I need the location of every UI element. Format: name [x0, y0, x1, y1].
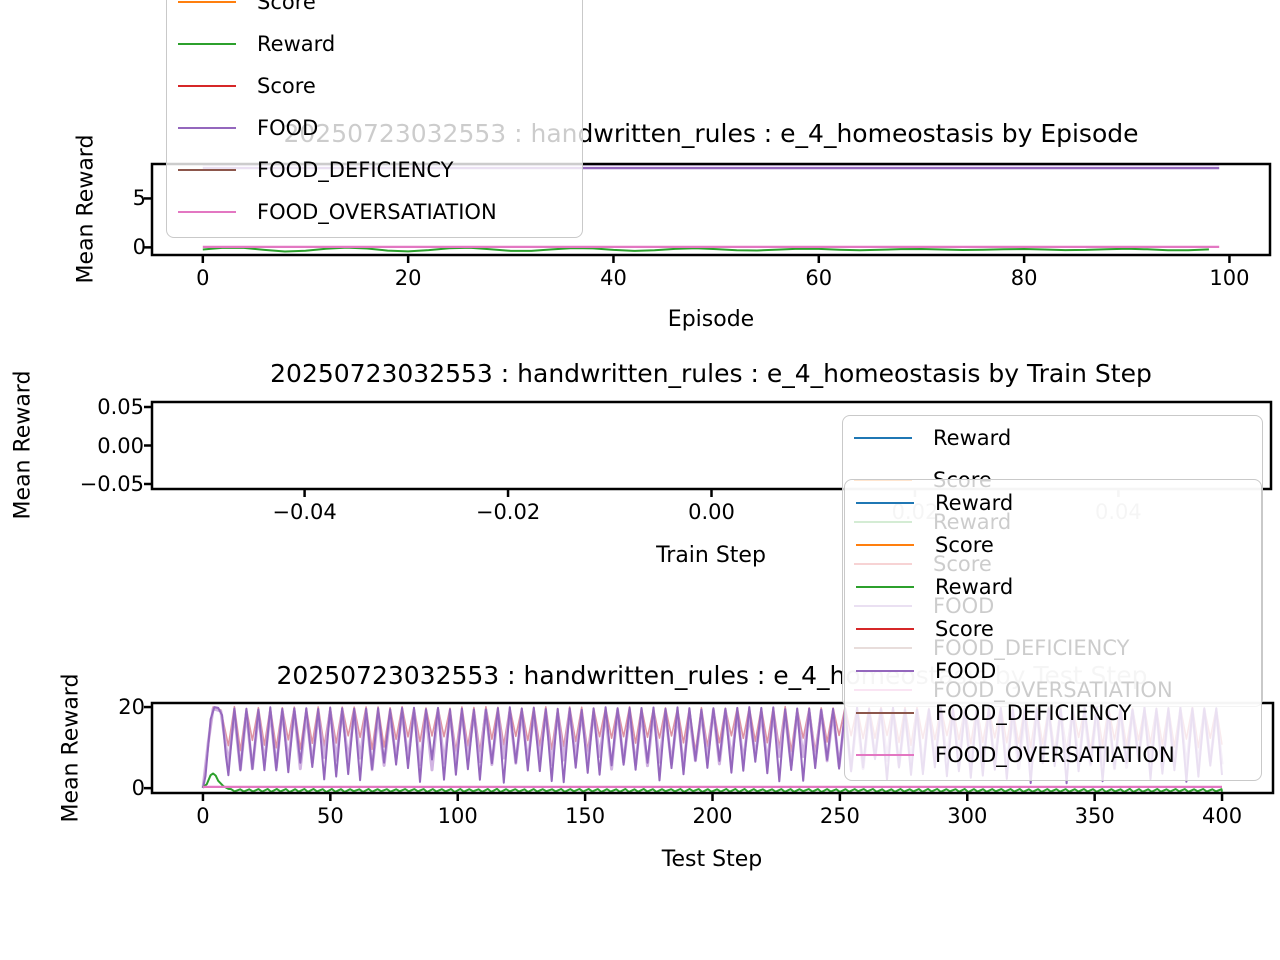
x-tick-label: 20 — [394, 266, 422, 290]
x-tick-label: 400 — [1201, 804, 1243, 828]
legend-item: FOOD_OVERSATIATION — [167, 191, 582, 233]
axes-spines-0 — [150, 162, 1272, 257]
legend-item-label: Score — [935, 533, 994, 557]
legend-line-swatch — [856, 670, 914, 672]
x-tick-label: 80 — [1010, 266, 1038, 290]
legend-item: Score — [845, 524, 1261, 566]
legend-item-label: Reward — [257, 32, 336, 56]
legend-item-label: Score — [935, 617, 994, 641]
x-tick-label: 0 — [196, 804, 210, 828]
legend-line-swatch — [856, 544, 914, 546]
legend-item: Reward — [843, 417, 1262, 459]
x-tick-label: 60 — [805, 266, 833, 290]
legend-line-swatch — [178, 43, 236, 45]
legend-item: Reward — [845, 482, 1261, 524]
plot-train-step-y-axis-label: Mean Reward — [10, 370, 36, 520]
x-tick-label: 100 — [437, 804, 478, 828]
x-tick-label: 0.00 — [688, 500, 735, 524]
plot-train-step-title: 20250723032553 : handwritten_rules : e_4… — [270, 359, 1152, 388]
x-tick-label: 350 — [1074, 804, 1115, 828]
legend-item-label: Reward — [935, 491, 1014, 515]
legend-item-label: Reward — [933, 426, 1012, 450]
x-tick-label: 40 — [600, 266, 627, 290]
legend-item: Reward — [845, 566, 1261, 608]
legend-line-swatch — [178, 169, 236, 171]
y-tick-label: 0.05 — [97, 395, 144, 419]
plot-episode-x-axis-label: Episode — [667, 307, 755, 332]
x-tick-label: 0 — [196, 266, 210, 290]
legend-item: FOOD_OVERSATIATION — [845, 734, 1261, 776]
legend-item-label: FOOD — [935, 659, 997, 683]
legend-item-label: FOOD_DEFICIENCY — [257, 158, 454, 182]
y-tick-label: −0.05 — [79, 471, 144, 496]
x-tick-label: 150 — [565, 804, 606, 828]
x-tick-label: 250 — [819, 804, 860, 828]
x-tick-label: −0.04 — [272, 500, 337, 524]
legend-line-swatch — [856, 586, 914, 588]
legend-item-label: FOOD — [257, 116, 319, 140]
legend-item: Score — [167, 65, 582, 107]
legend-line-swatch — [178, 1, 236, 3]
legend-item: FOOD — [167, 107, 582, 149]
x-tick-label: 200 — [692, 804, 733, 828]
legend-item: FOOD_DEFICIENCY — [845, 692, 1261, 734]
legend-item-label: Score — [257, 74, 316, 98]
y-tick-label: 20 — [118, 695, 145, 720]
plot-test-step-x-axis-label: Test Step — [661, 847, 763, 872]
legend-box-test-step: Reward Score Reward Score FOOD FOOD_DEFICIENC… — [844, 479, 1262, 781]
plot-train-step-x-axis-label: Train Step — [656, 543, 766, 568]
legend-line-swatch — [178, 127, 236, 129]
y-tick-label: 0 — [132, 235, 146, 260]
legend-item: FOOD — [845, 650, 1261, 692]
series-line-0-2 — [202, 246, 1209, 253]
y-tick-label: 0 — [131, 776, 145, 801]
series-line-2-3 — [202, 772, 1223, 793]
legend-line-swatch — [856, 502, 914, 504]
x-tick-label: 50 — [316, 804, 344, 828]
plot-episode-y-axis-label: Mean Reward — [73, 134, 99, 284]
legend-line-swatch — [854, 437, 912, 439]
legend-line-swatch — [856, 712, 914, 714]
legend-item-label: FOOD_OVERSATIATION — [935, 743, 1175, 767]
x-tick-label: 100 — [1209, 266, 1250, 290]
x-tick-label: −0.02 — [475, 500, 541, 524]
legend-item-label: Score — [257, 0, 316, 14]
legend-item: Score — [167, 0, 582, 23]
legend-item: Score — [845, 608, 1261, 650]
legend-line-swatch — [856, 754, 914, 756]
plot-test-step-y-axis-label: Mean Reward — [58, 673, 84, 823]
legend-box-episode: RewardScoreRewardScoreFOODFOOD_DEFICIENC… — [166, 0, 583, 238]
legend-item: FOOD_DEFICIENCY — [167, 149, 582, 191]
legend-line-swatch — [856, 628, 914, 630]
legend-item-label: FOOD_DEFICIENCY — [935, 701, 1132, 725]
x-tick-label: 300 — [947, 804, 988, 828]
legend-item-label: FOOD_OVERSATIATION — [257, 200, 497, 224]
legend-item: Reward — [167, 23, 582, 65]
legend-item-label: Reward — [935, 575, 1014, 599]
y-tick-label: 0.00 — [97, 433, 144, 458]
legend-line-swatch — [178, 85, 236, 87]
y-tick-label: 5 — [132, 186, 146, 211]
legend-line-swatch — [178, 211, 236, 213]
